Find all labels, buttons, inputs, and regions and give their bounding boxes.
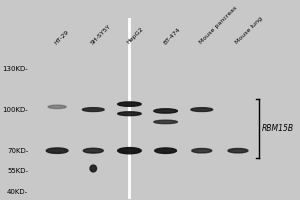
Text: 40KD-: 40KD- xyxy=(7,189,28,195)
Text: 100KD-: 100KD- xyxy=(2,107,28,113)
Ellipse shape xyxy=(191,108,213,112)
Text: HepG2: HepG2 xyxy=(126,26,145,45)
Text: SH-SY5Y: SH-SY5Y xyxy=(90,23,112,45)
Ellipse shape xyxy=(154,120,177,124)
Text: 55KD-: 55KD- xyxy=(7,168,28,174)
Text: HT-29: HT-29 xyxy=(54,29,70,45)
Text: Mouse lung: Mouse lung xyxy=(234,16,263,45)
Ellipse shape xyxy=(82,108,104,112)
Ellipse shape xyxy=(228,148,248,153)
Text: BT-474: BT-474 xyxy=(162,26,181,45)
Ellipse shape xyxy=(118,112,141,116)
Ellipse shape xyxy=(155,148,176,153)
Ellipse shape xyxy=(90,165,97,172)
Text: Mouse pancreas: Mouse pancreas xyxy=(198,5,238,45)
Ellipse shape xyxy=(46,148,68,153)
Ellipse shape xyxy=(48,105,66,109)
Ellipse shape xyxy=(118,148,141,154)
Ellipse shape xyxy=(118,102,141,106)
Ellipse shape xyxy=(154,109,177,113)
Text: RBM15B: RBM15B xyxy=(262,124,294,133)
Text: 130KD-: 130KD- xyxy=(2,66,28,72)
Ellipse shape xyxy=(83,148,103,153)
Ellipse shape xyxy=(192,148,212,153)
Text: 70KD-: 70KD- xyxy=(7,148,28,154)
